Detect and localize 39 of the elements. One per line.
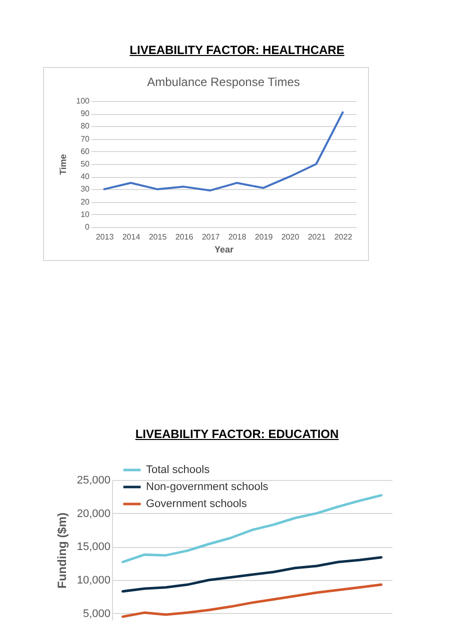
line-series — [122, 556, 382, 593]
y-tick-label: 60 — [80, 146, 90, 156]
y-tick-label: 50 — [80, 160, 90, 168]
line-series — [122, 583, 382, 618]
legend-label: Non-government schools — [146, 481, 269, 493]
y-axis-title: Funding ($m) — [54, 512, 69, 588]
line-series — [103, 111, 344, 192]
y-tick-label: 20,000 — [76, 508, 110, 520]
chart-subtitle: Ambulance Response Times — [147, 75, 300, 89]
y-tick-label: 15,000 — [76, 541, 110, 554]
x-tick-label: 2020 — [281, 232, 300, 242]
y-tick-label: 10,000 — [76, 574, 110, 586]
y-tick-label: 25,000 — [76, 474, 110, 486]
x-tick-label: 2019 — [254, 232, 274, 242]
x-axis-title: Year — [214, 244, 234, 254]
y-tick-label: 20 — [80, 197, 90, 206]
y-tick-label: 30 — [80, 184, 90, 194]
x-tick-label: 2015 — [148, 232, 168, 242]
y-tick-label: 70 — [80, 134, 90, 144]
legend-label: Government schools — [146, 498, 248, 510]
y-tick-label: 10 — [80, 210, 90, 219]
line-series — [122, 494, 382, 564]
x-tick-label: 2013 — [96, 232, 114, 242]
y-axis-title: Time — [58, 154, 68, 175]
y-tick-label: 100 — [76, 96, 90, 106]
chart-title: LIVEABILITY FACTOR: EDUCATION — [134, 427, 340, 441]
x-tick-label: 2017 — [202, 232, 220, 242]
y-tick-label: 80 — [80, 122, 90, 131]
y-tick-label: 5,000 — [82, 608, 110, 620]
chart-title: LIVEABILITY FACTOR: HEALTHCARE — [128, 43, 346, 57]
y-tick-label: 40 — [80, 172, 90, 182]
x-tick-label: 2022 — [334, 232, 353, 242]
x-tick-label: 2018 — [228, 232, 247, 242]
y-tick-label: 90 — [80, 109, 90, 118]
x-tick-label: 2021 — [308, 232, 326, 242]
x-tick-label: 2016 — [175, 232, 194, 242]
legend-label: Total schools — [146, 464, 210, 476]
x-tick-label: 2014 — [122, 232, 141, 242]
y-tick-label: 0 — [85, 222, 90, 232]
